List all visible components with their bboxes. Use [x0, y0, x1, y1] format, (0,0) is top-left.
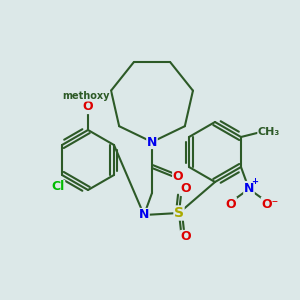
Text: +: + [251, 178, 259, 187]
Text: N: N [139, 208, 149, 221]
Text: methoxy: methoxy [62, 91, 110, 101]
Text: Cl: Cl [51, 181, 64, 194]
Text: O: O [226, 197, 236, 211]
Text: O: O [181, 230, 191, 244]
Text: O: O [173, 169, 183, 182]
Text: N: N [244, 182, 254, 194]
Text: CH₃: CH₃ [258, 127, 280, 137]
Text: N: N [147, 136, 157, 148]
Text: O⁻: O⁻ [261, 197, 279, 211]
Text: O: O [83, 100, 93, 113]
Text: S: S [174, 206, 184, 220]
Text: O: O [181, 182, 191, 196]
